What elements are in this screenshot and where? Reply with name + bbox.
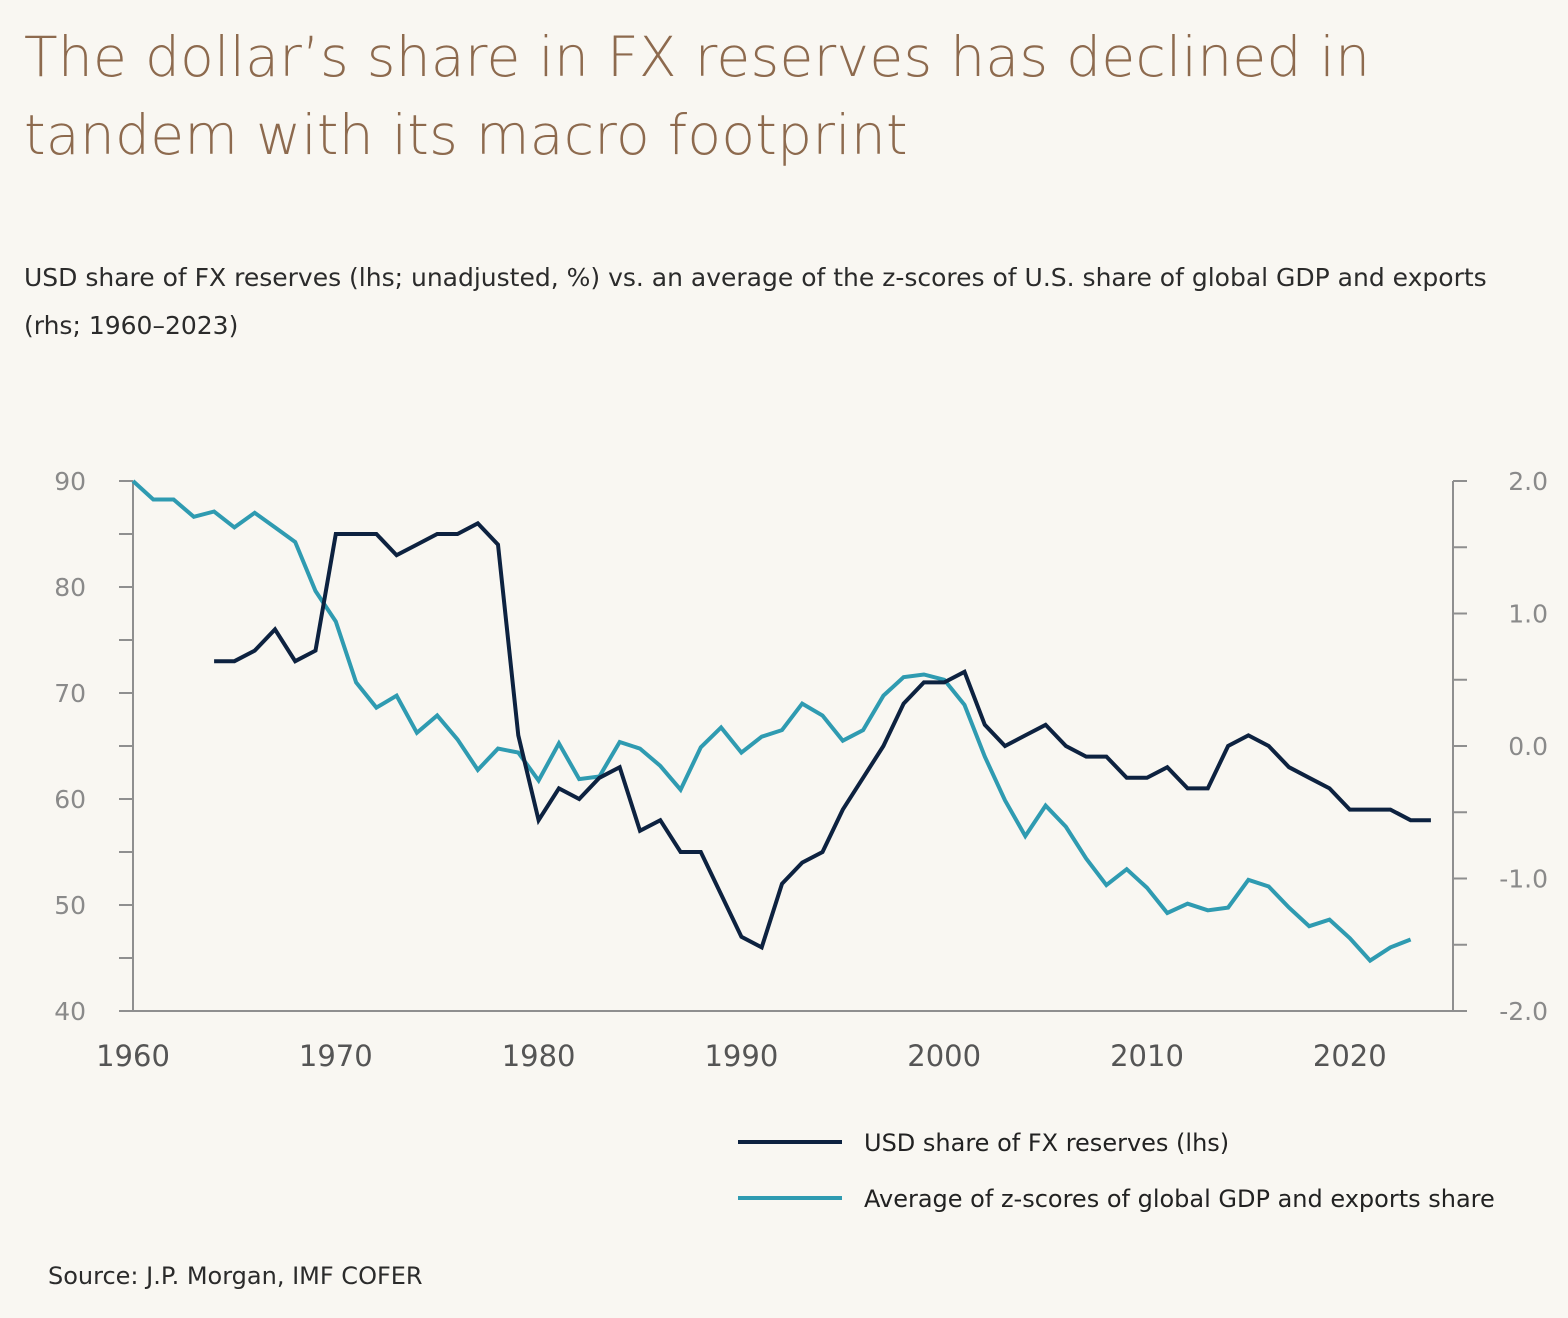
right-tick-label: 0.0: [1508, 732, 1548, 761]
right-tick-label: 1.0: [1508, 600, 1548, 629]
left-tick-label: 50: [54, 891, 86, 920]
left-tick-label: 80: [54, 573, 86, 602]
x-tick-label: 1960: [96, 1039, 170, 1073]
left-tick-label: 70: [54, 679, 86, 708]
right-tick-label: 2.0: [1508, 467, 1548, 496]
chart-title: The dollar’s share in FX reserves has de…: [24, 25, 1371, 167]
x-tick-label: 1980: [502, 1039, 576, 1073]
right-tick-label: -2.0: [1499, 997, 1548, 1026]
left-tick-label: 90: [54, 467, 86, 496]
x-tick-label: 2020: [1313, 1039, 1387, 1073]
chart-subtitle: USD share of FX reserves (lhs; unadjuste…: [24, 263, 1487, 340]
left-tick-label: 60: [54, 785, 86, 814]
x-tick-label: 1990: [704, 1039, 778, 1073]
source-note: Source: J.P. Morgan, IMF COFER: [48, 1262, 423, 1290]
legend: USD share of FX reserves (lhs) Average o…: [738, 1129, 1495, 1213]
legend-label-zscore: Average of z-scores of global GDP and ex…: [864, 1185, 1495, 1213]
x-tick-label: 2000: [907, 1039, 981, 1073]
x-tick-label: 2010: [1110, 1039, 1184, 1073]
x-tick-label: 1970: [299, 1039, 373, 1073]
zscore-line: [131, 479, 1412, 964]
series-lines: [131, 479, 1431, 964]
usd-share-line: [214, 520, 1431, 951]
axes: 90 80 70 60 50 40 2.0 1.0 0.0 -1.0 -2.0 1960 1970 198…: [54, 467, 1548, 1073]
right-tick-label: -1.0: [1499, 865, 1548, 894]
legend-label-usd: USD share of FX reserves (lhs): [864, 1129, 1229, 1157]
left-tick-label: 40: [54, 997, 86, 1026]
